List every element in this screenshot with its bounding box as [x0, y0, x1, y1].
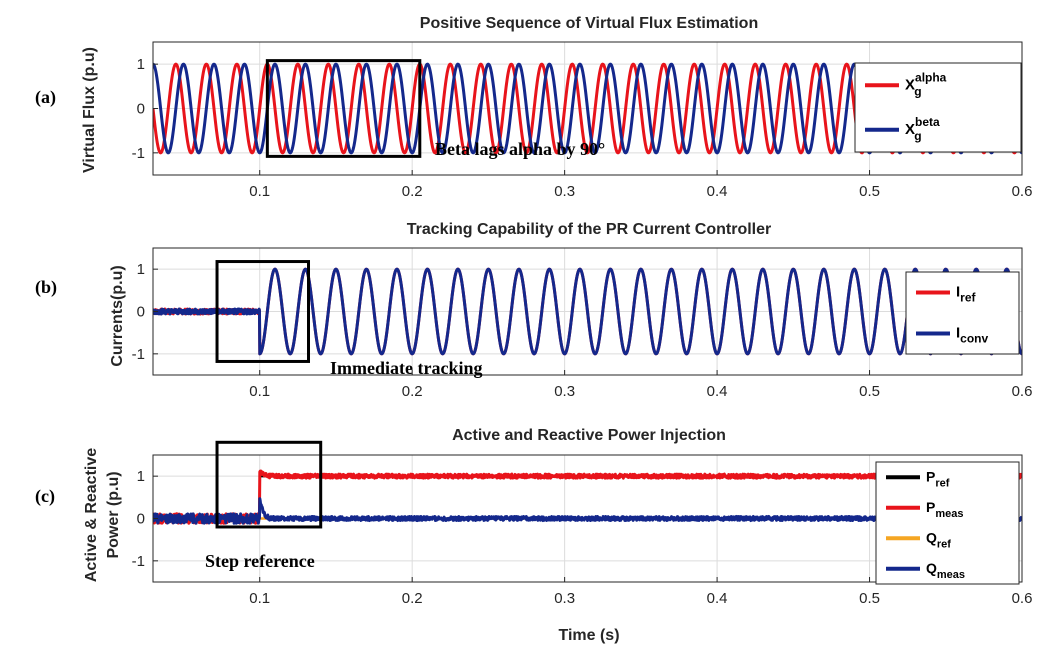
panel-label-c: (c): [35, 486, 55, 507]
panel-label-b: (b): [35, 277, 57, 298]
legend-entry: Pmeas: [926, 499, 963, 520]
y-tick-label: -1: [132, 346, 145, 363]
x-tick-label: 0.5: [859, 383, 880, 400]
y-tick-label: 1: [137, 261, 145, 278]
panel-b-title: Tracking Capability of the PR Current Co…: [407, 221, 772, 238]
y-tick-label: 1: [137, 468, 145, 485]
y-tick-label: 0: [137, 101, 145, 118]
panel-b: (b) Tracking Capability of the PR Curren…: [35, 221, 1032, 400]
x-tick-label: 0.1: [249, 590, 270, 607]
legend-box: [875, 461, 1020, 585]
panel-c-ylabel-line1: Active & Reactive: [83, 448, 100, 582]
legend-entry: Xalpha g: [905, 70, 947, 98]
x-tick-label: 0.2: [402, 383, 423, 400]
panel-c: (c) Active and Reactive Power Injection …: [35, 427, 1032, 607]
annotation-text: Beta lags alpha by 90°: [435, 139, 605, 159]
x-tick-label: 0.3: [554, 183, 575, 200]
x-tick-label: 0.6: [1012, 383, 1033, 400]
x-tick-label: 0.3: [554, 383, 575, 400]
x-tick-label: 0.5: [859, 590, 880, 607]
legend-entry: Qref: [926, 529, 951, 550]
annotation-text: Step reference: [205, 551, 315, 571]
panel-c-plot: 0.1 0.2 0.3 0.4 0.5 0.6 -1 0 1 Step reference Pref…: [132, 440, 1033, 607]
legend: Iref Iconv: [905, 271, 1020, 355]
x-tick-label: 0.2: [402, 183, 423, 200]
panel-a: (a) Positive Sequence of Virtual Flux Es…: [35, 15, 1032, 200]
y-tick-label: -1: [132, 145, 145, 162]
legend-entry: Xbeta g: [905, 115, 940, 143]
x-tick-label: 0.6: [1012, 183, 1033, 200]
series-group: [153, 267, 1022, 356]
x-tick-label: 0.6: [1012, 590, 1033, 607]
series-line-conv: [153, 267, 1022, 356]
panel-b-plot: 0.1 0.2 0.3 0.4 0.5 0.6 -1 0 1 Immediate tracking…: [132, 247, 1033, 400]
legend-box: [854, 62, 1022, 153]
panel-a-ylabel: Virtual Flux (p.u): [81, 47, 98, 173]
panel-c-ylabel-line2: Power (p.u): [105, 471, 122, 558]
legend-entry: Iconv: [956, 325, 989, 346]
panel-a-title: Positive Sequence of Virtual Flux Estima…: [420, 15, 758, 32]
x-tick-label: 0.1: [249, 183, 270, 200]
x-axis-label: Time (s): [558, 627, 619, 644]
annotation-box: [215, 440, 323, 529]
x-tick-label: 0.4: [707, 383, 728, 400]
panel-b-ylabel: Currents(p.u): [109, 265, 126, 366]
legend-box: [905, 271, 1020, 355]
panel-c-title: Active and Reactive Power Injection: [452, 427, 726, 444]
x-tick-label: 0.4: [707, 590, 728, 607]
x-tick-label: 0.2: [402, 590, 423, 607]
x-tick-label: 0.5: [859, 183, 880, 200]
legend-entry: Pref: [926, 468, 950, 489]
x-tick-label: 0.1: [249, 383, 270, 400]
y-tick-label: 0: [137, 511, 145, 528]
legend-entry: Qmeas: [926, 560, 965, 581]
legend: Xalpha g Xbeta g: [854, 62, 1022, 153]
annotation-box: [215, 260, 311, 363]
y-tick-label: -1: [132, 553, 145, 570]
y-tick-label: 1: [137, 56, 145, 73]
annotation-text: Immediate tracking: [330, 358, 482, 378]
panel-label-a: (a): [35, 87, 56, 108]
x-tick-label: 0.4: [707, 183, 728, 200]
legend-entry: Iref: [956, 284, 977, 305]
panel-a-plot: 0.1 0.2 0.3 0.4 0.5 0.6 -1 0 1 Beta lags alpha by…: [132, 41, 1033, 200]
legend: Pref Pmeas Qref Qmeas: [875, 461, 1020, 585]
x-tick-label: 0.3: [554, 590, 575, 607]
y-tick-label: 0: [137, 304, 145, 321]
annotation-box: [265, 59, 422, 158]
